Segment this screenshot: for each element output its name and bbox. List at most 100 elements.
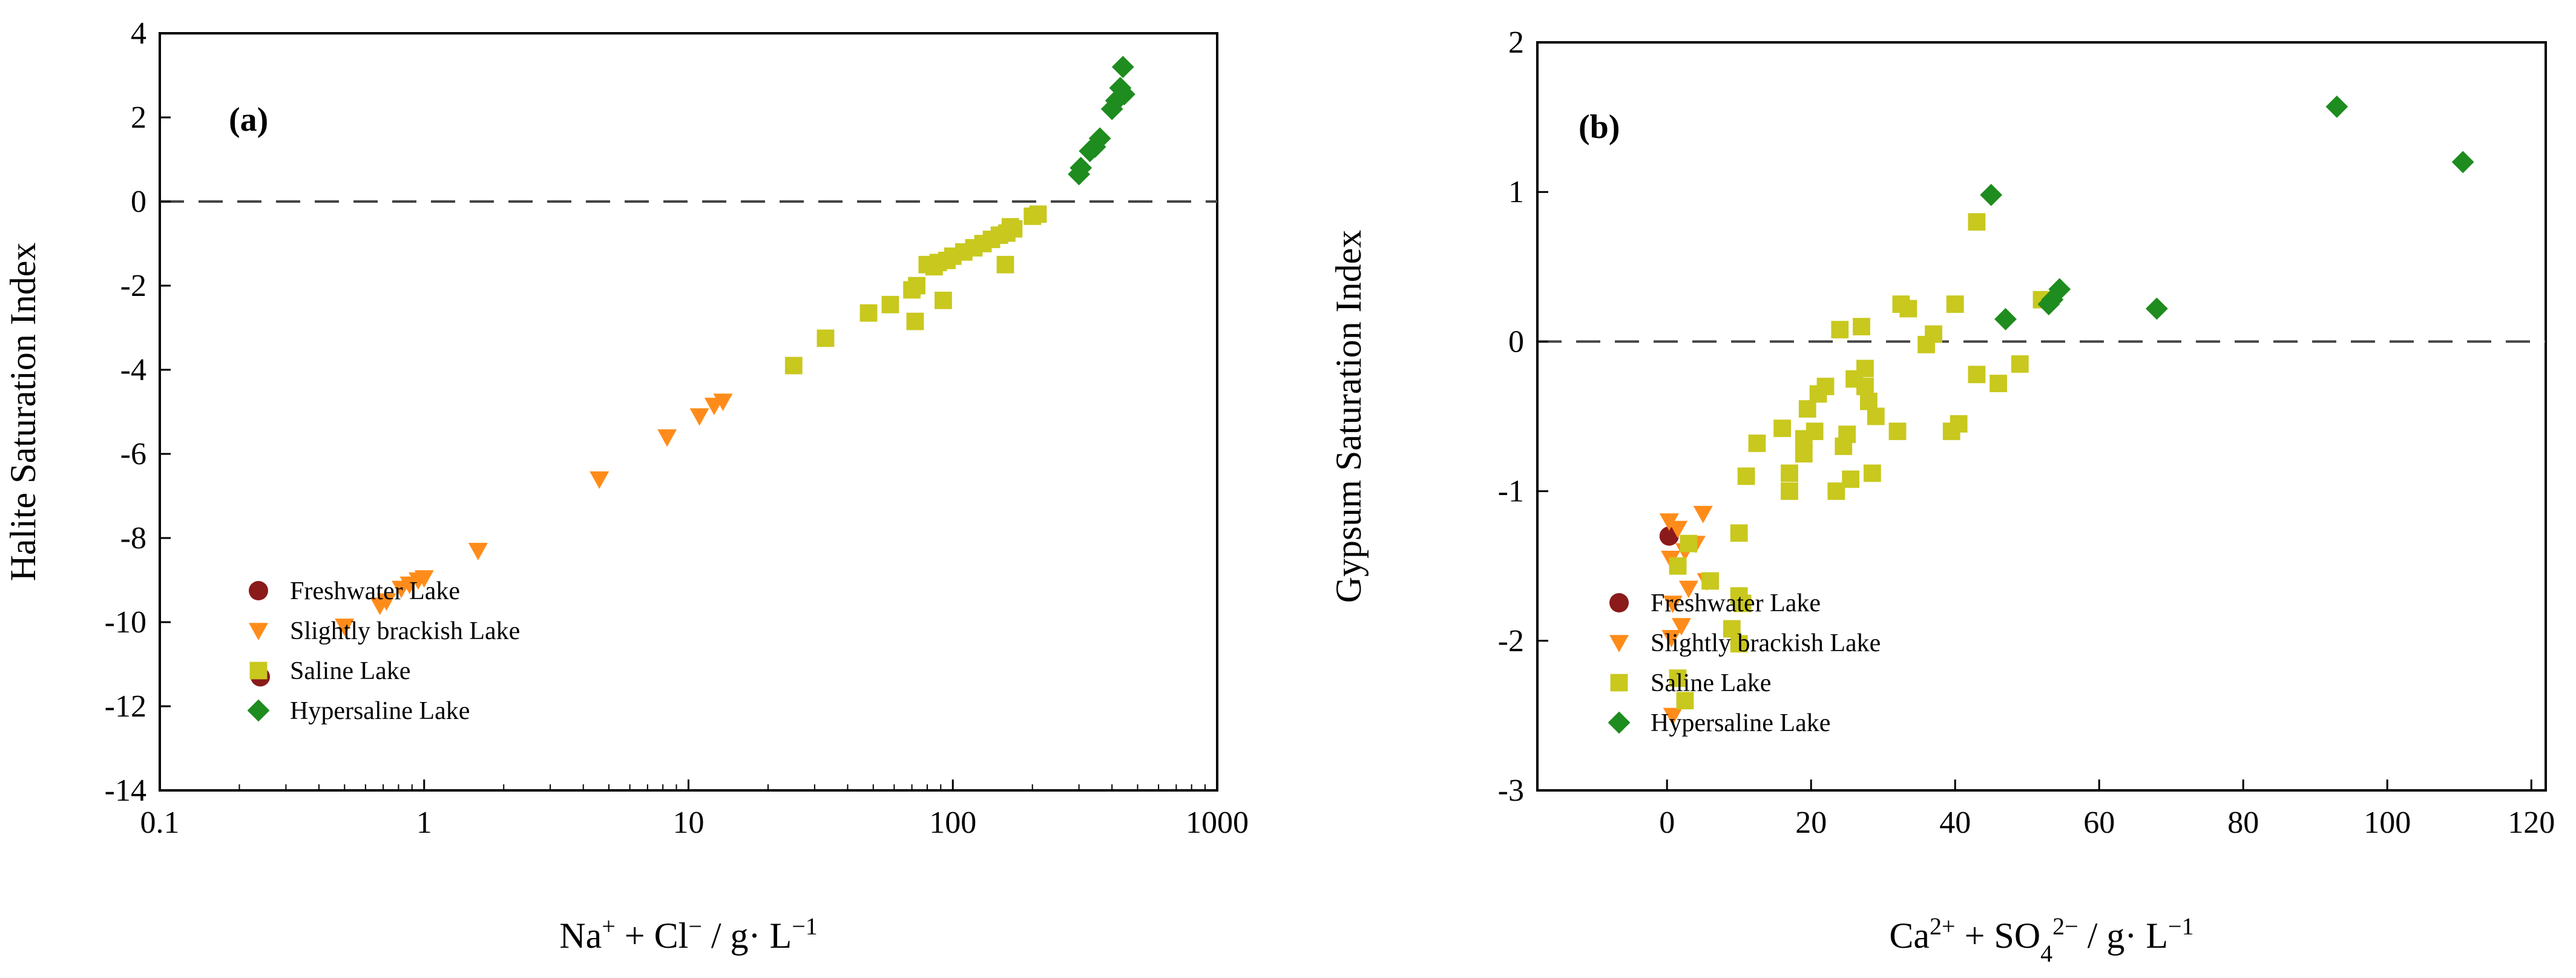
x-title-part: + Cl bbox=[616, 916, 689, 956]
saline-lake-point bbox=[1838, 425, 1856, 444]
panel-b-data-points bbox=[1659, 95, 2474, 726]
panel-a-y-axis-title: Halite Saturation Index bbox=[3, 243, 43, 582]
x-title-superscript: −1 bbox=[2168, 913, 2194, 940]
hypersaline-lake-point bbox=[1070, 157, 1092, 179]
saline-lake-point bbox=[1029, 205, 1047, 223]
saline-lake-point bbox=[1925, 325, 1942, 343]
y-tick-label: -10 bbox=[105, 605, 146, 640]
panel-a-y-ticks: -14 -12 -10 -8 -6 -4 -2 0 2 4 bbox=[105, 16, 171, 808]
saline-lake-point bbox=[1867, 407, 1885, 425]
hypersaline-lake-point bbox=[2048, 278, 2071, 301]
slightly-brackish-lake-point bbox=[1672, 618, 1691, 636]
slightly-brackish-lake-point bbox=[1678, 580, 1698, 599]
panel-a-data-points bbox=[251, 56, 1135, 687]
y-tick-label: -1 bbox=[1498, 474, 1524, 509]
hypersaline-lake-legend-marker bbox=[247, 699, 270, 722]
saline-lake-point bbox=[881, 295, 899, 313]
saline-lake-legend-label: Saline Lake bbox=[290, 657, 410, 685]
x-title-superscript: −1 bbox=[792, 913, 818, 940]
x-tick-label: 60 bbox=[2083, 806, 2115, 840]
slightly-brackish-lake-point bbox=[1661, 630, 1681, 648]
saline-lake-point bbox=[906, 312, 924, 330]
hypersaline-lake-point bbox=[1111, 56, 1134, 78]
slightly-brackish-lake-point bbox=[657, 429, 677, 447]
hypersaline-lake-legend-label: Hypersaline Lake bbox=[1651, 709, 1830, 737]
hypersaline-lake-point bbox=[1994, 307, 2017, 330]
slightly-brackish-lake-point bbox=[1663, 707, 1683, 726]
saline-lake-point bbox=[1968, 366, 1986, 384]
y-tick-label: -12 bbox=[105, 689, 146, 724]
x-title-part: Ca bbox=[1889, 916, 1930, 956]
slightly-brackish-lake-point bbox=[689, 408, 709, 426]
saline-lake-point bbox=[1950, 415, 1968, 433]
slightly-brackish-lake-point bbox=[713, 393, 733, 412]
saline-lake-point bbox=[1748, 435, 1766, 452]
slightly-brackish-lake-point bbox=[376, 593, 396, 611]
x-title-part: / g· L bbox=[702, 916, 792, 956]
y-tick-label: 1 bbox=[1508, 175, 1524, 209]
x-tick-label: 20 bbox=[1795, 806, 1827, 840]
saline-lake-point bbox=[1798, 400, 1816, 418]
saline-lake-point bbox=[1669, 669, 1687, 687]
x-title-superscript: 2+ bbox=[1930, 913, 1956, 940]
freshwater-lake-legend-label: Freshwater Lake bbox=[1651, 589, 1821, 617]
slightly-brackish-lake-point bbox=[590, 471, 610, 489]
saline-lake-point bbox=[1723, 620, 1741, 638]
saline-lake-legend-marker bbox=[249, 661, 268, 680]
hypersaline-lake-point bbox=[2325, 95, 2348, 118]
saline-lake-point bbox=[1795, 445, 1813, 463]
saline-lake-point bbox=[1730, 524, 1748, 542]
hypersaline-lake-point bbox=[1105, 89, 1128, 112]
y-tick-label: -8 bbox=[120, 521, 146, 556]
panel-b-gypsum: -3 -2 -1 0 1 2 0 20 40 60 80 100 120 (b) Gypsum Sat… bbox=[1329, 25, 2555, 967]
saline-lake-point bbox=[1730, 635, 1748, 653]
y-tick-label: -2 bbox=[120, 269, 146, 303]
saline-lake-point bbox=[859, 304, 878, 322]
saline-lake-point bbox=[1733, 594, 1752, 612]
saline-lake-point bbox=[1899, 300, 1917, 318]
panel-a-x-ticks: 0.1 1 10 100 1000 bbox=[140, 779, 1249, 840]
saline-lake-point bbox=[1701, 572, 1719, 590]
hypersaline-lake-legend-marker bbox=[1608, 711, 1631, 734]
freshwater-lake-legend-marker bbox=[249, 581, 268, 600]
saline-lake-point bbox=[1737, 467, 1755, 485]
x-title-superscript: − bbox=[688, 913, 702, 940]
panel-b-plot-frame bbox=[1536, 41, 2547, 792]
slightly-brackish-lake-legend-marker bbox=[1609, 635, 1629, 652]
slightly-brackish-lake-point bbox=[1663, 596, 1683, 613]
x-tick-label: 1000 bbox=[1186, 806, 1249, 840]
saline-lake-point bbox=[2011, 355, 2029, 373]
hypersaline-lake-legend-label: Hypersaline Lake bbox=[290, 697, 470, 725]
saline-lake-point bbox=[1781, 464, 1798, 482]
slightly-brackish-lake-legend-marker bbox=[249, 623, 268, 640]
x-title-subscript: 4 bbox=[2040, 940, 2052, 967]
hypersaline-lake-point bbox=[2146, 297, 2168, 320]
y-tick-label: 0 bbox=[1508, 324, 1524, 359]
saline-lake-point bbox=[1816, 378, 1835, 395]
saline-lake-point bbox=[784, 356, 803, 375]
saline-lake-point bbox=[1781, 482, 1798, 500]
x-tick-label: 80 bbox=[2227, 806, 2259, 840]
y-tick-label: 0 bbox=[131, 185, 146, 219]
y-tick-label: 4 bbox=[131, 16, 146, 51]
saline-lake-legend-label: Saline Lake bbox=[1651, 669, 1771, 697]
slightly-brackish-lake-point bbox=[1668, 520, 1688, 539]
x-title-superscript: 2− bbox=[2052, 913, 2078, 940]
saline-lake-point bbox=[1831, 321, 1849, 339]
saline-lake-point bbox=[996, 255, 1014, 274]
slightly-brackish-lake-point bbox=[414, 570, 434, 588]
panel-a-halite: -14 -12 -10 -8 -6 -4 -2 0 2 4 0.1 1 10 100 1000 (a) H… bbox=[3, 16, 1249, 956]
slightly-brackish-lake-legend-label: Slightly brackish Lake bbox=[290, 617, 520, 645]
y-tick-label: 2 bbox=[131, 100, 146, 135]
saline-lake-point bbox=[1680, 534, 1698, 553]
hypersaline-lake-point bbox=[1113, 83, 1135, 106]
y-tick-label: -3 bbox=[1498, 773, 1524, 808]
y-tick-label: -6 bbox=[120, 437, 146, 471]
x-tick-label: 0 bbox=[1659, 806, 1675, 840]
panel-b-label: (b) bbox=[1579, 108, 1620, 146]
panel-b-legend: Freshwater Lake Slightly brackish Lake Sal… bbox=[1608, 589, 1881, 737]
panel-b-y-ticks: -3 -2 -1 0 1 2 bbox=[1498, 25, 1548, 808]
saline-lake-point bbox=[1806, 422, 1824, 441]
hypersaline-lake-point bbox=[1083, 136, 1106, 159]
x-tick-label: 0.1 bbox=[140, 806, 180, 840]
